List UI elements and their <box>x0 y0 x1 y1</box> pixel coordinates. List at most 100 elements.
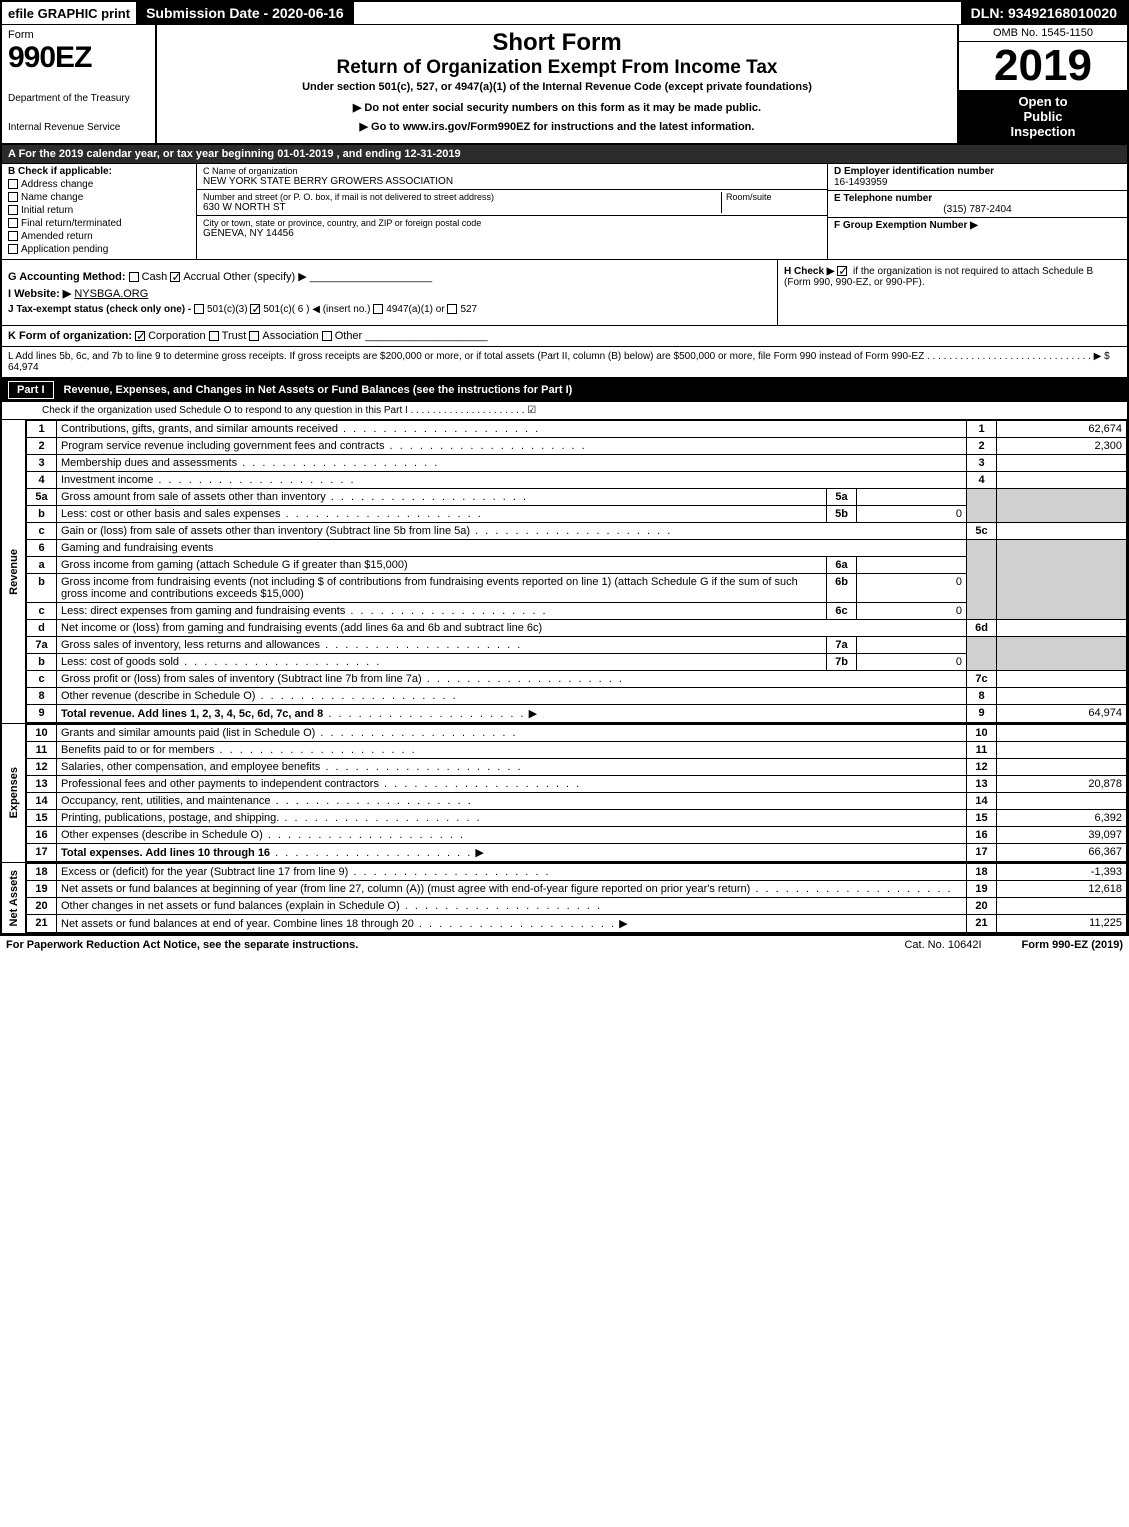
website-line: I Website: ▶ NYSBGA.ORG <box>8 287 771 300</box>
entity-right: D Employer identification number 16-1493… <box>827 164 1127 259</box>
open-line1: Open to <box>963 94 1123 109</box>
ck-501c[interactable] <box>250 304 260 314</box>
line-5a: 5aGross amount from sale of assets other… <box>27 489 1127 506</box>
ck-trust[interactable] <box>209 331 219 341</box>
d-label: D Employer identification number <box>834 166 1121 177</box>
line-16: 16Other expenses (describe in Schedule O… <box>27 827 1127 844</box>
line-5c: cGain or (loss) from sale of assets othe… <box>27 523 1127 540</box>
line-5b: bLess: cost or other basis and sales exp… <box>27 506 1127 523</box>
line-1: 1Contributions, gifts, grants, and simil… <box>27 421 1127 438</box>
city-row: City or town, state or province, country… <box>197 216 827 241</box>
entity-center: C Name of organization NEW YORK STATE BE… <box>197 164 827 259</box>
header-center: Short Form Return of Organization Exempt… <box>157 25 957 143</box>
website-value[interactable]: NYSBGA.ORG <box>74 288 148 300</box>
line-7a: 7aGross sales of inventory, less returns… <box>27 637 1127 654</box>
topbar: efile GRAPHIC print Submission Date - 20… <box>2 2 1127 25</box>
ein-value: 16-1493959 <box>834 177 1121 188</box>
form-number: 990EZ <box>8 41 149 75</box>
expenses-side-label: Expenses <box>2 724 26 862</box>
org-name-row: C Name of organization NEW YORK STATE BE… <box>197 164 827 190</box>
e-label: E Telephone number <box>834 193 1121 204</box>
revenue-section: Revenue 1Contributions, gifts, grants, a… <box>2 420 1127 724</box>
ck-association[interactable] <box>249 331 259 341</box>
line-10: 10Grants and similar amounts paid (list … <box>27 725 1127 742</box>
ck-name-change[interactable]: Name change <box>8 192 190 203</box>
line-12: 12Salaries, other compensation, and empl… <box>27 759 1127 776</box>
form-page: efile GRAPHIC print Submission Date - 20… <box>0 0 1129 936</box>
street-label: Number and street (or P. O. box, if mail… <box>203 192 721 202</box>
c-label: C Name of organization <box>203 166 821 176</box>
ck-initial-return[interactable]: Initial return <box>8 205 190 216</box>
line-9: 9Total revenue. Add lines 1, 2, 3, 4, 5c… <box>27 705 1127 723</box>
form-reference: Form 990-EZ (2019) <box>1022 939 1123 951</box>
revenue-table: 1Contributions, gifts, grants, and simil… <box>26 420 1127 723</box>
ck-cash[interactable] <box>129 272 139 282</box>
line-19: 19Net assets or fund balances at beginni… <box>27 881 1127 898</box>
g-other: Other (specify) ▶ <box>223 271 307 283</box>
line-6d: dNet income or (loss) from gaming and fu… <box>27 620 1127 637</box>
ck-corporation[interactable] <box>135 331 145 341</box>
line-14: 14Occupancy, rent, utilities, and mainte… <box>27 793 1127 810</box>
netassets-table: 18Excess or (deficit) for the year (Subt… <box>26 863 1127 933</box>
ck-amended-return[interactable]: Amended return <box>8 231 190 242</box>
group-exemption-row: F Group Exemption Number ▶ <box>828 218 1127 233</box>
checkbox-column: B Check if applicable: Address change Na… <box>2 164 197 259</box>
irs-label: Internal Revenue Service <box>8 122 149 133</box>
expenses-section: Expenses 10Grants and similar amounts pa… <box>2 724 1127 863</box>
page-footer: For Paperwork Reduction Act Notice, see … <box>0 936 1129 954</box>
line-15: 15Printing, publications, postage, and s… <box>27 810 1127 827</box>
tax-year: 2019 <box>959 42 1127 90</box>
ck-527[interactable] <box>447 304 457 314</box>
dln-label: DLN: 93492168010020 <box>961 2 1127 24</box>
form-header: Form 990EZ Department of the Treasury In… <box>2 25 1127 145</box>
header-left: Form 990EZ Department of the Treasury In… <box>2 25 157 143</box>
form-title: Short Form <box>167 29 947 57</box>
tax-year-line: A For the 2019 calendar year, or tax yea… <box>2 145 1127 164</box>
line-6b: bGross income from fundraising events (n… <box>27 574 1127 603</box>
line-20: 20Other changes in net assets or fund ba… <box>27 898 1127 915</box>
line-2: 2Program service revenue including gover… <box>27 438 1127 455</box>
street-row: Number and street (or P. O. box, if mail… <box>197 190 827 216</box>
part1-label: Part I <box>8 381 54 399</box>
efile-label: efile GRAPHIC print <box>2 3 136 24</box>
h-label: H Check ▶ <box>784 266 834 277</box>
city-label: City or town, state or province, country… <box>203 218 821 228</box>
open-line2: Public <box>963 109 1123 124</box>
line-3: 3Membership dues and assessments3 <box>27 455 1127 472</box>
ein-row: D Employer identification number 16-1493… <box>828 164 1127 191</box>
line-11: 11Benefits paid to or for members11 <box>27 742 1127 759</box>
under-section: Under section 501(c), 527, or 4947(a)(1)… <box>167 81 947 93</box>
line-8: 8Other revenue (describe in Schedule O)8 <box>27 688 1127 705</box>
street-value: 630 W NORTH ST <box>203 202 721 213</box>
line-7b: bLess: cost of goods sold7b0 <box>27 654 1127 671</box>
ck-accrual[interactable] <box>170 272 180 282</box>
ck-4947[interactable] <box>373 304 383 314</box>
submission-date: Submission Date - 2020-06-16 <box>136 2 354 24</box>
line-21: 21Net assets or fund balances at end of … <box>27 915 1127 933</box>
line-6c: cLess: direct expenses from gaming and f… <box>27 603 1127 620</box>
form-label: Form <box>8 29 149 41</box>
irs-link[interactable]: ▶ Go to www.irs.gov/Form990EZ for instru… <box>167 120 947 133</box>
ck-address-change[interactable]: Address change <box>8 179 190 190</box>
line-18: 18Excess or (deficit) for the year (Subt… <box>27 864 1127 881</box>
line-4: 4Investment income4 <box>27 472 1127 489</box>
k-label: K Form of organization: <box>8 330 132 342</box>
revenue-side-label: Revenue <box>2 420 26 723</box>
ck-application-pending[interactable]: Application pending <box>8 244 190 255</box>
l-line: L Add lines 5b, 6c, and 7b to line 9 to … <box>2 347 1127 378</box>
ck-schedule-b[interactable] <box>837 266 847 276</box>
part1-title: Revenue, Expenses, and Changes in Net As… <box>64 384 573 396</box>
paperwork-notice: For Paperwork Reduction Act Notice, see … <box>6 939 358 951</box>
b-check-label: B Check if applicable: <box>8 166 190 177</box>
line-6a: aGross income from gaming (attach Schedu… <box>27 557 1127 574</box>
j-label: J Tax-exempt status (check only one) - <box>8 304 191 315</box>
part1-checkline: Check if the organization used Schedule … <box>2 402 1127 420</box>
accounting-method: G Accounting Method: Cash Accrual Other … <box>8 270 771 283</box>
expenses-table: 10Grants and similar amounts paid (list … <box>26 724 1127 862</box>
ck-501c3[interactable] <box>194 304 204 314</box>
phone-value: (315) 787-2404 <box>834 204 1121 215</box>
ck-other-org[interactable] <box>322 331 332 341</box>
ck-final-return[interactable]: Final return/terminated <box>8 218 190 229</box>
dept-treasury: Department of the Treasury <box>8 93 149 104</box>
line-7c: cGross profit or (loss) from sales of in… <box>27 671 1127 688</box>
